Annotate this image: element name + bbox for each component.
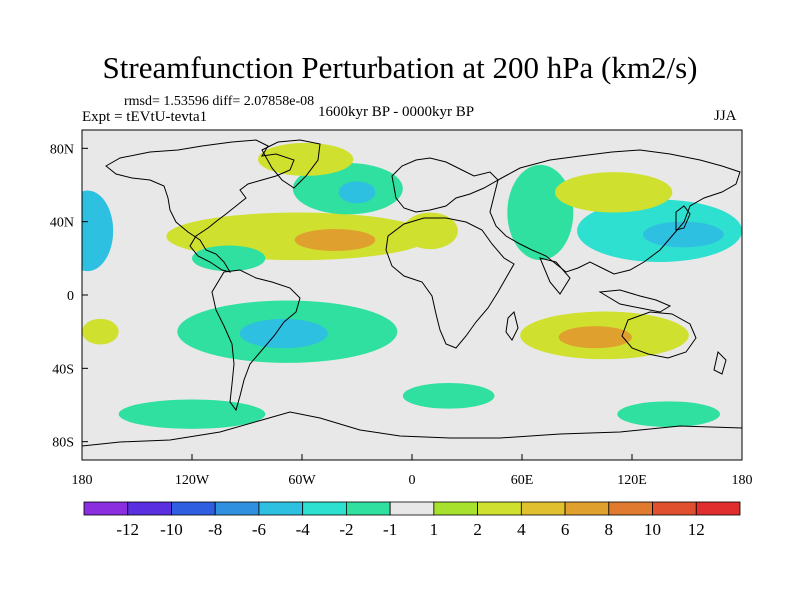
y-tick-label-2: 0 xyxy=(67,289,74,304)
period-label: 1600kyr BP - 0000kyr BP xyxy=(318,104,475,120)
contour-region-17 xyxy=(617,401,721,427)
colorbar-label-9: 4 xyxy=(517,520,526,539)
contour-region-7 xyxy=(507,164,574,261)
contour-regions xyxy=(82,142,742,429)
x-tick-label-6: 180 xyxy=(732,473,753,488)
colorbar-swatch-1 xyxy=(127,501,172,516)
colorbar-swatch-2 xyxy=(171,501,216,516)
colorbar-label-4: -4 xyxy=(296,520,311,539)
colorbar-label-7: 1 xyxy=(430,520,439,539)
colorbar-label-8: 2 xyxy=(473,520,482,539)
contour-region-14 xyxy=(558,326,632,349)
experiment-label: Expt = tEVtU-tevta1 xyxy=(82,109,208,125)
x-tick-label-1: 120W xyxy=(175,473,210,488)
x-tick-label-4: 60E xyxy=(511,473,534,488)
contour-region-4 xyxy=(338,181,376,204)
colorbar-label-1: -10 xyxy=(160,520,183,539)
colorbar-swatch-6 xyxy=(345,501,391,516)
coastline-europe xyxy=(391,157,499,213)
colorbar-label-0: -12 xyxy=(116,520,139,539)
colorbar-swatch-12 xyxy=(608,501,653,516)
x-tick-label-5: 120E xyxy=(617,473,647,488)
y-tick-label-4: 80S xyxy=(52,436,74,451)
coastline-indonesia xyxy=(598,289,672,313)
contour-region-9 xyxy=(643,221,724,248)
colorbar-label-13: 12 xyxy=(688,520,705,539)
colorbar-swatch-0 xyxy=(83,501,129,516)
colorbar-label-10: 6 xyxy=(561,520,570,539)
coastlines xyxy=(82,139,742,447)
season-label: JJA xyxy=(714,108,737,124)
coastline-new-zealand xyxy=(713,351,727,375)
coastline-asia xyxy=(489,149,741,275)
colorbar-swatch-3 xyxy=(214,501,260,516)
colorbar-label-2: -8 xyxy=(208,520,222,539)
coastline-greenland xyxy=(261,139,321,189)
contour-region-12 xyxy=(239,318,328,349)
stats-text: rmsd= 1.53596 diff= 2.07858e-08 xyxy=(124,94,315,109)
contour-region-0 xyxy=(82,190,114,272)
colorbar-swatch-4 xyxy=(258,501,304,516)
coastline-japan xyxy=(675,205,691,231)
colorbar-swatch-9 xyxy=(477,501,522,516)
colorbar-swatch-11 xyxy=(564,501,610,516)
colorbar-swatch-7 xyxy=(389,501,435,516)
x-tick-label-0: 180 xyxy=(72,473,93,488)
coastline-south-america xyxy=(211,269,301,412)
colorbar: -12 -10 -8 -6 -4 -2 -1 1 2 4 6 8 10 12 xyxy=(83,501,741,539)
colorbar-label-5: -2 xyxy=(339,520,353,539)
colorbar-swatch-10 xyxy=(520,501,566,516)
coastline-australia xyxy=(621,311,697,359)
contour-region-16 xyxy=(402,383,495,409)
y-tick-label-0: 80N xyxy=(50,142,74,157)
colorbar-swatch-8 xyxy=(433,501,479,516)
contour-region-6 xyxy=(402,212,458,250)
coastline-africa xyxy=(385,217,515,349)
colorbar-label-11: 8 xyxy=(605,520,614,539)
coastline-india xyxy=(539,257,571,295)
colorbar-label-6: -1 xyxy=(383,520,397,539)
coastline-antarctica xyxy=(82,411,742,447)
colorbar-swatch-5 xyxy=(302,501,347,516)
colorbar-swatch-13 xyxy=(652,501,697,516)
contour-region-5 xyxy=(258,142,354,176)
coastline-north-america xyxy=(105,139,295,273)
contour-region-10 xyxy=(555,172,673,213)
axes: 180 120W 60W 0 60E 120E 180 80N 40N 0 40S 80S xyxy=(50,142,753,488)
contour-region-15 xyxy=(118,399,266,429)
contour-region-2 xyxy=(294,229,376,251)
colorbar-swatch-14 xyxy=(695,501,741,516)
y-tick-label-3: 40S xyxy=(52,362,74,377)
y-tick-label-1: 40N xyxy=(50,216,74,231)
x-tick-label-3: 0 xyxy=(409,473,416,488)
colorbar-label-12: 10 xyxy=(644,520,661,539)
colorbar-label-3: -6 xyxy=(252,520,266,539)
coastline-madagascar xyxy=(505,311,519,341)
contour-region-19 xyxy=(82,318,119,345)
chart-title: Streamfunction Perturbation at 200 hPa (… xyxy=(102,50,698,85)
x-tick-label-2: 60W xyxy=(288,473,316,488)
